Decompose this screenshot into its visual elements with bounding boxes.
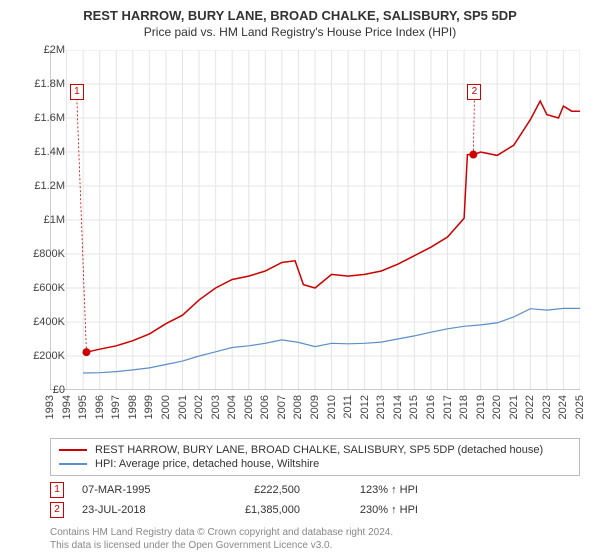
x-tick-label: 2015 [408,395,420,419]
footer-line: This data is licensed under the Open Gov… [50,539,393,552]
x-tick-label: 2003 [210,395,222,419]
x-tick-label: 2025 [574,395,586,419]
x-tick-label: 1993 [44,395,56,419]
legend-swatch [59,449,87,451]
table-row: 1 07-MAR-1995 £222,500 123% ↑ HPI [50,480,418,500]
footer-line: Contains HM Land Registry data © Crown c… [50,526,393,539]
x-tick-label: 2002 [193,395,205,419]
row-marker: 1 [50,482,64,498]
legend-item: HPI: Average price, detached house, Wilt… [59,457,571,471]
legend: REST HARROW, BURY LANE, BROAD CHALKE, SA… [50,438,580,476]
x-tick-label: 2017 [442,395,454,419]
x-tick-label: 2018 [458,395,470,419]
x-tick-label: 2024 [557,395,569,419]
x-tick-label: 2000 [160,395,172,419]
x-tick-label: 2019 [475,395,487,419]
x-tick-label: 2014 [392,395,404,419]
page-subtitle: Price paid vs. HM Land Registry's House … [0,25,600,39]
x-tick-label: 2016 [425,395,437,419]
x-tick-label: 1997 [110,395,122,419]
x-tick-label: 1995 [77,395,89,419]
footer: Contains HM Land Registry data © Crown c… [50,526,393,552]
y-tick-label: £1.4M [21,146,65,158]
y-tick-label: £0 [21,384,65,396]
y-tick-label: £200K [21,350,65,362]
y-tick-label: £600K [21,282,65,294]
chart [50,50,580,390]
cell-date: 07-MAR-1995 [82,484,192,496]
cell-date: 23-JUL-2018 [82,504,192,516]
y-tick-label: £400K [21,316,65,328]
x-tick-label: 1999 [143,395,155,419]
table-row: 2 23-JUL-2018 £1,385,000 230% ↑ HPI [50,500,418,520]
x-tick-label: 2010 [326,395,338,419]
x-tick-label: 2008 [292,395,304,419]
x-tick-label: 2004 [226,395,238,419]
row-marker: 2 [50,502,64,518]
title-block: REST HARROW, BURY LANE, BROAD CHALKE, SA… [0,0,600,39]
x-tick-label: 2005 [243,395,255,419]
chart-marker-box: 1 [70,84,84,100]
x-tick-label: 2009 [309,395,321,419]
y-tick-label: £1.2M [21,180,65,192]
transactions-table: 1 07-MAR-1995 £222,500 123% ↑ HPI 2 23-J… [50,480,418,520]
x-tick-label: 2007 [276,395,288,419]
cell-pct: 230% ↑ HPI [318,504,418,516]
x-tick-label: 1998 [127,395,139,419]
y-tick-label: £800K [21,248,65,260]
y-tick-label: £1M [21,214,65,226]
x-tick-label: 2011 [342,395,354,419]
legend-item: REST HARROW, BURY LANE, BROAD CHALKE, SA… [59,443,571,457]
x-tick-label: 1994 [61,395,73,419]
legend-label: HPI: Average price, detached house, Wilt… [95,458,319,470]
x-tick-label: 2013 [375,395,387,419]
y-tick-label: £1.8M [21,78,65,90]
x-tick-label: 2021 [508,395,520,419]
cell-pct: 123% ↑ HPI [318,484,418,496]
x-tick-label: 2020 [491,395,503,419]
cell-price: £1,385,000 [210,504,300,516]
x-tick-label: 2023 [541,395,553,419]
x-tick-label: 1996 [94,395,106,419]
x-tick-label: 2022 [524,395,536,419]
x-tick-label: 2006 [259,395,271,419]
chart-marker-box: 2 [467,84,481,100]
x-tick-label: 2012 [359,395,371,419]
legend-label: REST HARROW, BURY LANE, BROAD CHALKE, SA… [95,444,543,456]
y-tick-label: £1.6M [21,112,65,124]
cell-price: £222,500 [210,484,300,496]
y-tick-label: £2M [21,44,65,56]
legend-swatch [59,463,87,465]
x-tick-label: 2001 [177,395,189,419]
page-title: REST HARROW, BURY LANE, BROAD CHALKE, SA… [0,8,600,23]
chart-svg [50,50,580,390]
